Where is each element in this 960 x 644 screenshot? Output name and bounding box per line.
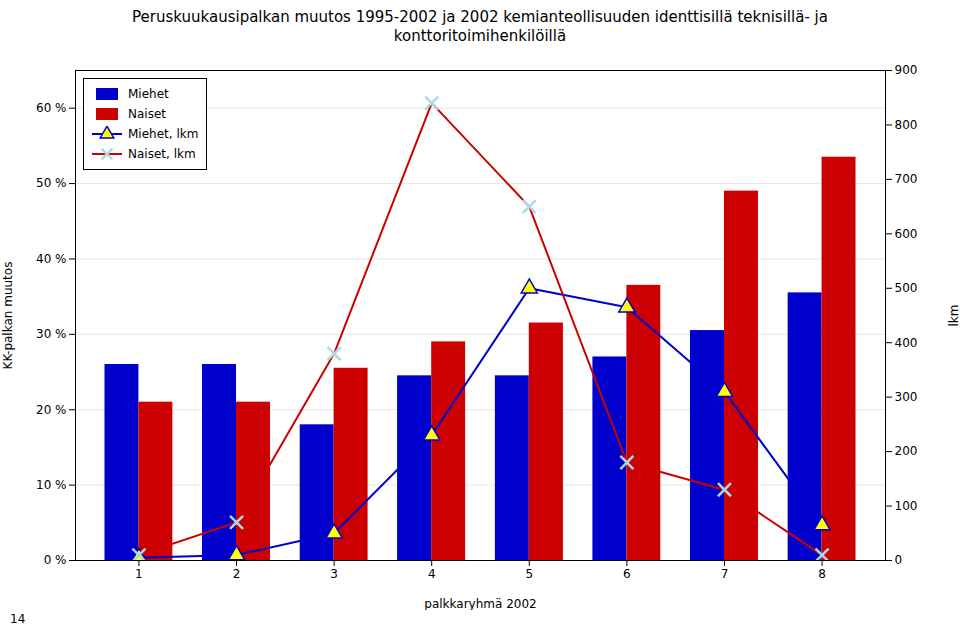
html-text:Peruskuukausipalkan muutos 199: Peruskuukausipalkan muutos 1995-2002 ja … bbox=[132, 8, 828, 45]
svg-text:3: 3 bbox=[330, 567, 338, 581]
svg-text:900: 900 bbox=[895, 63, 918, 77]
html-text:Naiset: Naiset bbox=[128, 107, 166, 121]
svg-text:40 %: 40 % bbox=[36, 252, 67, 266]
svg-text:50 %: 50 % bbox=[36, 176, 67, 190]
svg-text:1: 1 bbox=[135, 567, 143, 581]
svg-text:800: 800 bbox=[895, 118, 918, 132]
svg-text:0: 0 bbox=[895, 553, 903, 567]
svg-text:0 %: 0 % bbox=[44, 553, 67, 567]
svg-text:30 %: 30 % bbox=[36, 327, 67, 341]
html-text:Naiset, lkm: Naiset, lkm bbox=[128, 147, 196, 161]
svg-text:7: 7 bbox=[721, 567, 729, 581]
svg-text:lkm: lkm bbox=[947, 305, 960, 327]
html-text:14: 14 bbox=[10, 612, 26, 626]
svg-text:5: 5 bbox=[525, 567, 533, 581]
svg-text:60 %: 60 % bbox=[36, 101, 67, 115]
svg-text:300: 300 bbox=[895, 390, 918, 404]
svg-text:8: 8 bbox=[818, 567, 826, 581]
svg-text:palkkaryhmä 2002: palkkaryhmä 2002 bbox=[424, 597, 536, 611]
svg-text:10 %: 10 % bbox=[36, 478, 67, 492]
svg-text:4: 4 bbox=[428, 567, 436, 581]
svg-text:100: 100 bbox=[895, 499, 918, 513]
svg-text:500: 500 bbox=[895, 281, 918, 295]
svg-text:KK-palkan muutos: KK-palkan muutos bbox=[1, 262, 15, 370]
svg-text:400: 400 bbox=[895, 336, 918, 350]
svg-text:20 %: 20 % bbox=[36, 403, 67, 417]
svg-text:700: 700 bbox=[895, 172, 918, 186]
svg-text:600: 600 bbox=[895, 227, 918, 241]
svg-text:200: 200 bbox=[895, 444, 918, 458]
svg-text:2: 2 bbox=[233, 567, 241, 581]
html-text:Miehet: Miehet bbox=[128, 87, 169, 101]
svg-text:6: 6 bbox=[623, 567, 631, 581]
html-text:Miehet, lkm: Miehet, lkm bbox=[128, 127, 199, 141]
